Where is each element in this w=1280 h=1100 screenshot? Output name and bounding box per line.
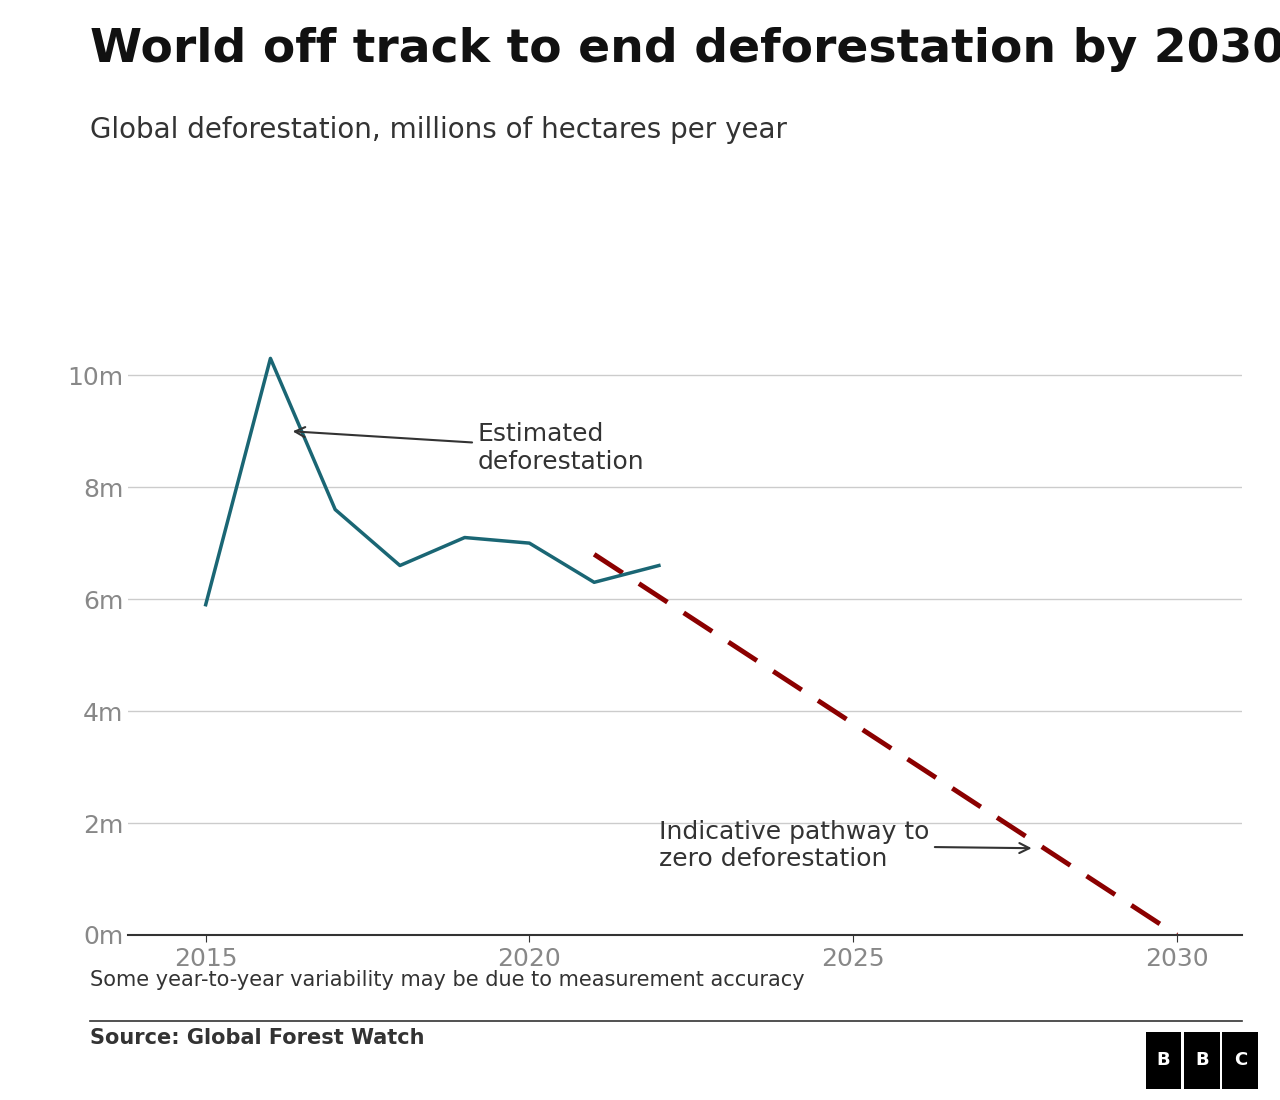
Text: B: B: [1157, 1052, 1170, 1069]
Text: C: C: [1234, 1052, 1247, 1069]
Text: Estimated
deforestation: Estimated deforestation: [294, 422, 644, 474]
Text: Indicative pathway to
zero deforestation: Indicative pathway to zero deforestation: [659, 820, 1029, 871]
Text: Some year-to-year variability may be due to measurement accuracy: Some year-to-year variability may be due…: [90, 970, 804, 990]
Text: Global deforestation, millions of hectares per year: Global deforestation, millions of hectar…: [90, 116, 787, 143]
Text: World off track to end deforestation by 2030: World off track to end deforestation by …: [90, 28, 1280, 73]
Text: B: B: [1196, 1052, 1208, 1069]
Text: Source: Global Forest Watch: Source: Global Forest Watch: [90, 1028, 424, 1048]
